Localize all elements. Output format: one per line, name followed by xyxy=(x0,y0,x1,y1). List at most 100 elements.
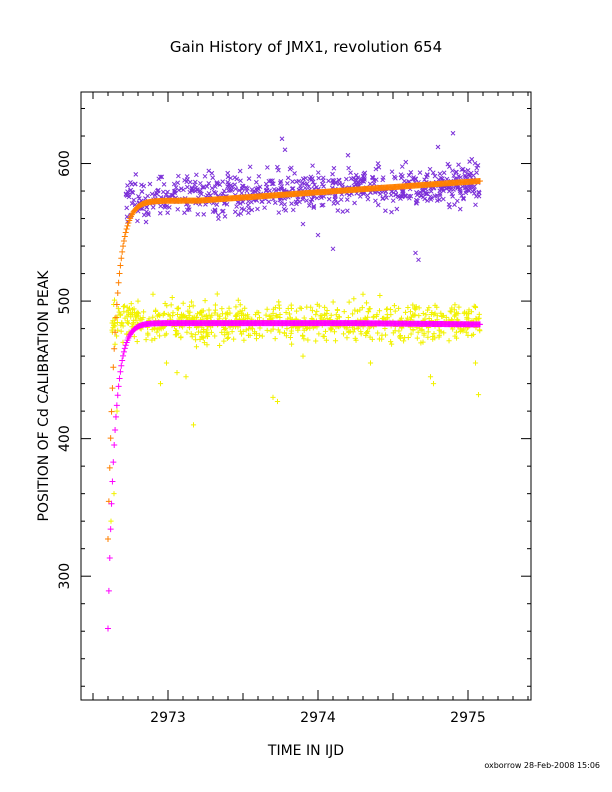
data-point xyxy=(256,173,262,179)
data-point xyxy=(373,198,378,204)
data-point xyxy=(471,190,477,196)
data-point xyxy=(233,313,239,320)
data-point xyxy=(430,336,436,342)
data-point xyxy=(284,326,290,332)
data-point xyxy=(257,325,263,331)
data-point xyxy=(425,198,430,204)
data-point xyxy=(184,329,190,335)
data-point xyxy=(423,312,429,318)
data-point xyxy=(331,201,337,206)
data-point xyxy=(388,341,395,347)
fit-point xyxy=(123,226,130,233)
data-point xyxy=(157,381,164,387)
data-point xyxy=(346,192,352,198)
data-point xyxy=(294,179,299,184)
data-point xyxy=(115,306,121,312)
data-point xyxy=(375,202,381,208)
data-point xyxy=(162,300,168,307)
data-point xyxy=(275,164,280,170)
data-point xyxy=(429,309,435,316)
data-point xyxy=(282,202,288,207)
data-point xyxy=(121,303,128,309)
data-point xyxy=(320,178,326,183)
data-point xyxy=(304,304,310,310)
y-tick-label: 500 xyxy=(57,288,73,315)
data-point xyxy=(123,191,129,197)
data-point xyxy=(176,187,182,193)
data-point xyxy=(405,304,411,311)
data-point xyxy=(113,333,120,339)
data-point xyxy=(466,184,472,190)
data-point xyxy=(195,187,200,192)
data-point xyxy=(384,306,390,312)
data-point xyxy=(239,186,245,192)
data-point xyxy=(377,292,383,299)
data-point xyxy=(161,182,167,187)
data-point xyxy=(188,331,194,337)
data-point xyxy=(220,179,226,184)
data-point xyxy=(426,305,432,311)
data-point xyxy=(259,199,265,205)
data-point xyxy=(327,325,333,331)
data-point xyxy=(238,211,244,216)
data-point xyxy=(311,205,317,210)
data-point xyxy=(344,335,350,341)
data-point xyxy=(225,311,231,317)
data-point xyxy=(120,323,126,329)
data-point xyxy=(193,344,200,350)
data-point xyxy=(192,337,199,343)
data-point xyxy=(174,305,180,312)
data-point xyxy=(326,196,332,202)
data-point xyxy=(438,329,444,335)
data-point xyxy=(135,298,141,304)
data-point xyxy=(451,307,457,313)
data-point xyxy=(312,182,317,188)
data-point xyxy=(420,310,426,317)
data-point xyxy=(206,168,212,174)
data-point xyxy=(224,329,230,335)
data-point xyxy=(301,315,307,321)
data-point xyxy=(310,163,315,169)
data-point xyxy=(475,163,481,168)
data-point xyxy=(377,191,383,197)
data-point xyxy=(392,308,398,314)
data-point xyxy=(272,336,278,342)
fit-point xyxy=(120,243,127,250)
fit-point xyxy=(122,229,129,236)
data-point xyxy=(328,326,335,332)
data-point xyxy=(373,177,379,183)
fit-point xyxy=(116,375,123,382)
data-point xyxy=(432,302,438,308)
data-point xyxy=(289,201,294,206)
data-point xyxy=(347,328,353,334)
data-point xyxy=(473,315,479,322)
data-point xyxy=(160,189,166,195)
data-point xyxy=(289,186,295,192)
data-point xyxy=(170,192,176,198)
data-point xyxy=(279,136,285,142)
series-2 xyxy=(105,178,483,543)
data-point xyxy=(392,174,397,180)
data-point xyxy=(200,334,206,340)
data-point xyxy=(414,335,420,341)
data-point xyxy=(370,314,376,320)
data-point xyxy=(462,173,468,179)
data-point xyxy=(311,203,317,209)
data-point xyxy=(206,181,212,186)
data-point xyxy=(297,199,302,205)
data-point xyxy=(241,337,247,343)
data-point xyxy=(214,181,220,186)
data-point xyxy=(447,164,452,169)
fit-point xyxy=(108,408,115,415)
data-point xyxy=(474,165,480,171)
data-point xyxy=(300,176,306,182)
data-point xyxy=(114,319,121,326)
data-point xyxy=(447,308,453,314)
data-point xyxy=(240,183,246,189)
data-point xyxy=(471,303,477,309)
data-point xyxy=(272,305,279,311)
data-point xyxy=(389,209,394,215)
data-point xyxy=(165,210,171,216)
data-point xyxy=(201,340,207,346)
data-point xyxy=(131,197,137,203)
